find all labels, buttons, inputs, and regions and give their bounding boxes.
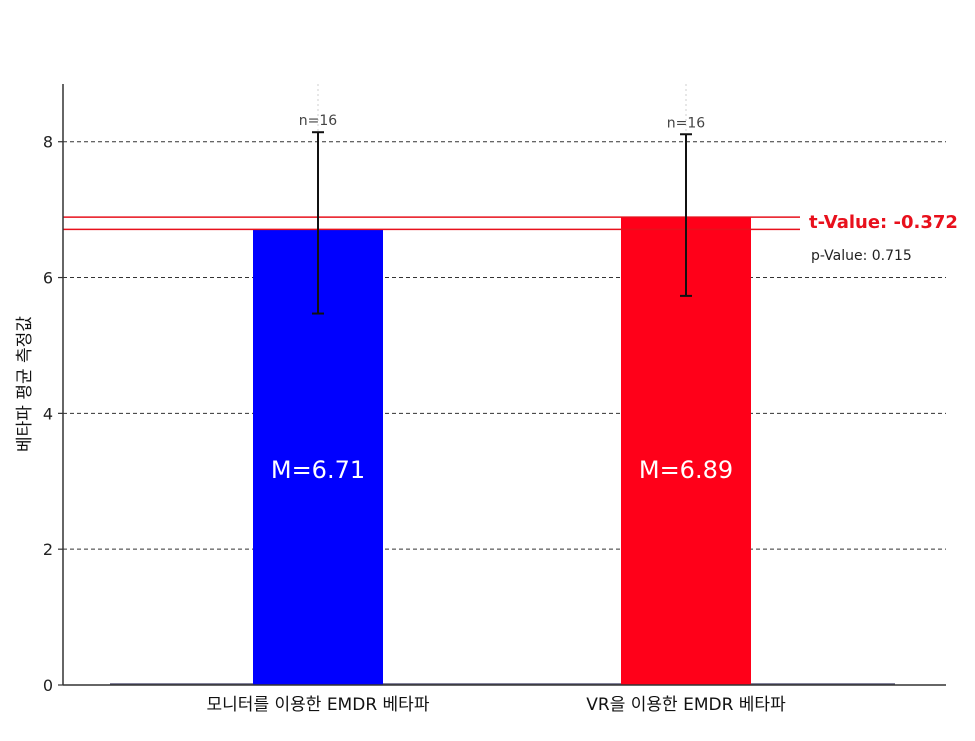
reference-line-layer xyxy=(63,216,800,231)
n-label-1: n=16 xyxy=(299,113,338,129)
p-value-annotation: p-Value: 0.715 xyxy=(811,248,912,264)
category-label-2: VR을 이용한 EMDR 베타파 xyxy=(586,695,786,715)
mean-label-2: M=6.89 xyxy=(639,456,733,484)
y-tick-label-4: 4 xyxy=(43,404,53,423)
n-label-2: n=16 xyxy=(667,115,706,131)
grid-layer xyxy=(58,84,946,686)
y-tick-label-8: 8 xyxy=(43,133,53,152)
t-value-annotation: t-Value: -0.372 xyxy=(809,212,958,233)
axis-layer xyxy=(62,84,946,686)
bar-layer xyxy=(253,217,751,686)
y-axis-label: 베타파 평균 측정값 xyxy=(15,316,35,452)
y-tick-label-6: 6 xyxy=(43,269,53,288)
y-tick-label-0: 0 xyxy=(43,676,53,695)
y-tick-label-2: 2 xyxy=(43,540,53,559)
label-layer: 베타파 평균 측정값 t-Value: -0.372 p-Value: 0.71… xyxy=(15,113,958,715)
category-label-1: 모니터를 이용한 EMDR 베타파 xyxy=(207,695,430,715)
mean-label-1: M=6.71 xyxy=(271,456,365,484)
error-bar-layer xyxy=(312,131,692,315)
